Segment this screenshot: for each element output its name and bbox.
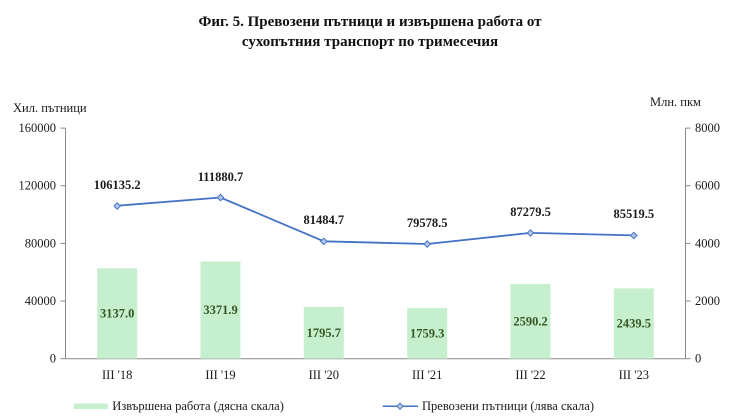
svg-text:160000: 160000 xyxy=(19,121,57,135)
svg-text:81484.7: 81484.7 xyxy=(303,213,344,227)
svg-text:III '18: III '18 xyxy=(102,368,132,382)
svg-text:2590.2: 2590.2 xyxy=(513,314,547,328)
svg-text:III '20: III '20 xyxy=(309,368,339,382)
svg-text:80000: 80000 xyxy=(25,236,56,250)
svg-text:3137.0: 3137.0 xyxy=(100,307,134,321)
svg-text:4000: 4000 xyxy=(695,236,720,250)
svg-text:106135.2: 106135.2 xyxy=(94,178,141,192)
svg-text:III '23: III '23 xyxy=(619,368,649,382)
svg-text:1759.3: 1759.3 xyxy=(410,326,444,340)
svg-text:120000: 120000 xyxy=(19,179,57,193)
svg-text:III '22: III '22 xyxy=(515,368,545,382)
svg-text:Превозени пътници (лява скала: Превозени пътници (лява скала) xyxy=(422,399,594,413)
svg-text:1795.7: 1795.7 xyxy=(307,326,341,340)
svg-text:3371.9: 3371.9 xyxy=(203,303,237,317)
svg-text:40000: 40000 xyxy=(25,294,56,308)
svg-text:111880.7: 111880.7 xyxy=(198,170,244,184)
svg-text:8000: 8000 xyxy=(695,121,720,135)
svg-text:87279.5: 87279.5 xyxy=(510,205,551,219)
svg-text:85519.5: 85519.5 xyxy=(613,207,654,221)
svg-text:79578.5: 79578.5 xyxy=(407,216,448,230)
svg-text:0: 0 xyxy=(50,352,56,366)
svg-text:III '21: III '21 xyxy=(412,368,442,382)
svg-text:2000: 2000 xyxy=(695,294,720,308)
svg-text:6000: 6000 xyxy=(695,179,720,193)
svg-text:III '19: III '19 xyxy=(205,368,235,382)
svg-text:0: 0 xyxy=(695,352,701,366)
svg-text:2439.5: 2439.5 xyxy=(617,317,651,331)
svg-text:Извършена работа (дясна скала): Извършена работа (дясна скала) xyxy=(112,399,284,413)
